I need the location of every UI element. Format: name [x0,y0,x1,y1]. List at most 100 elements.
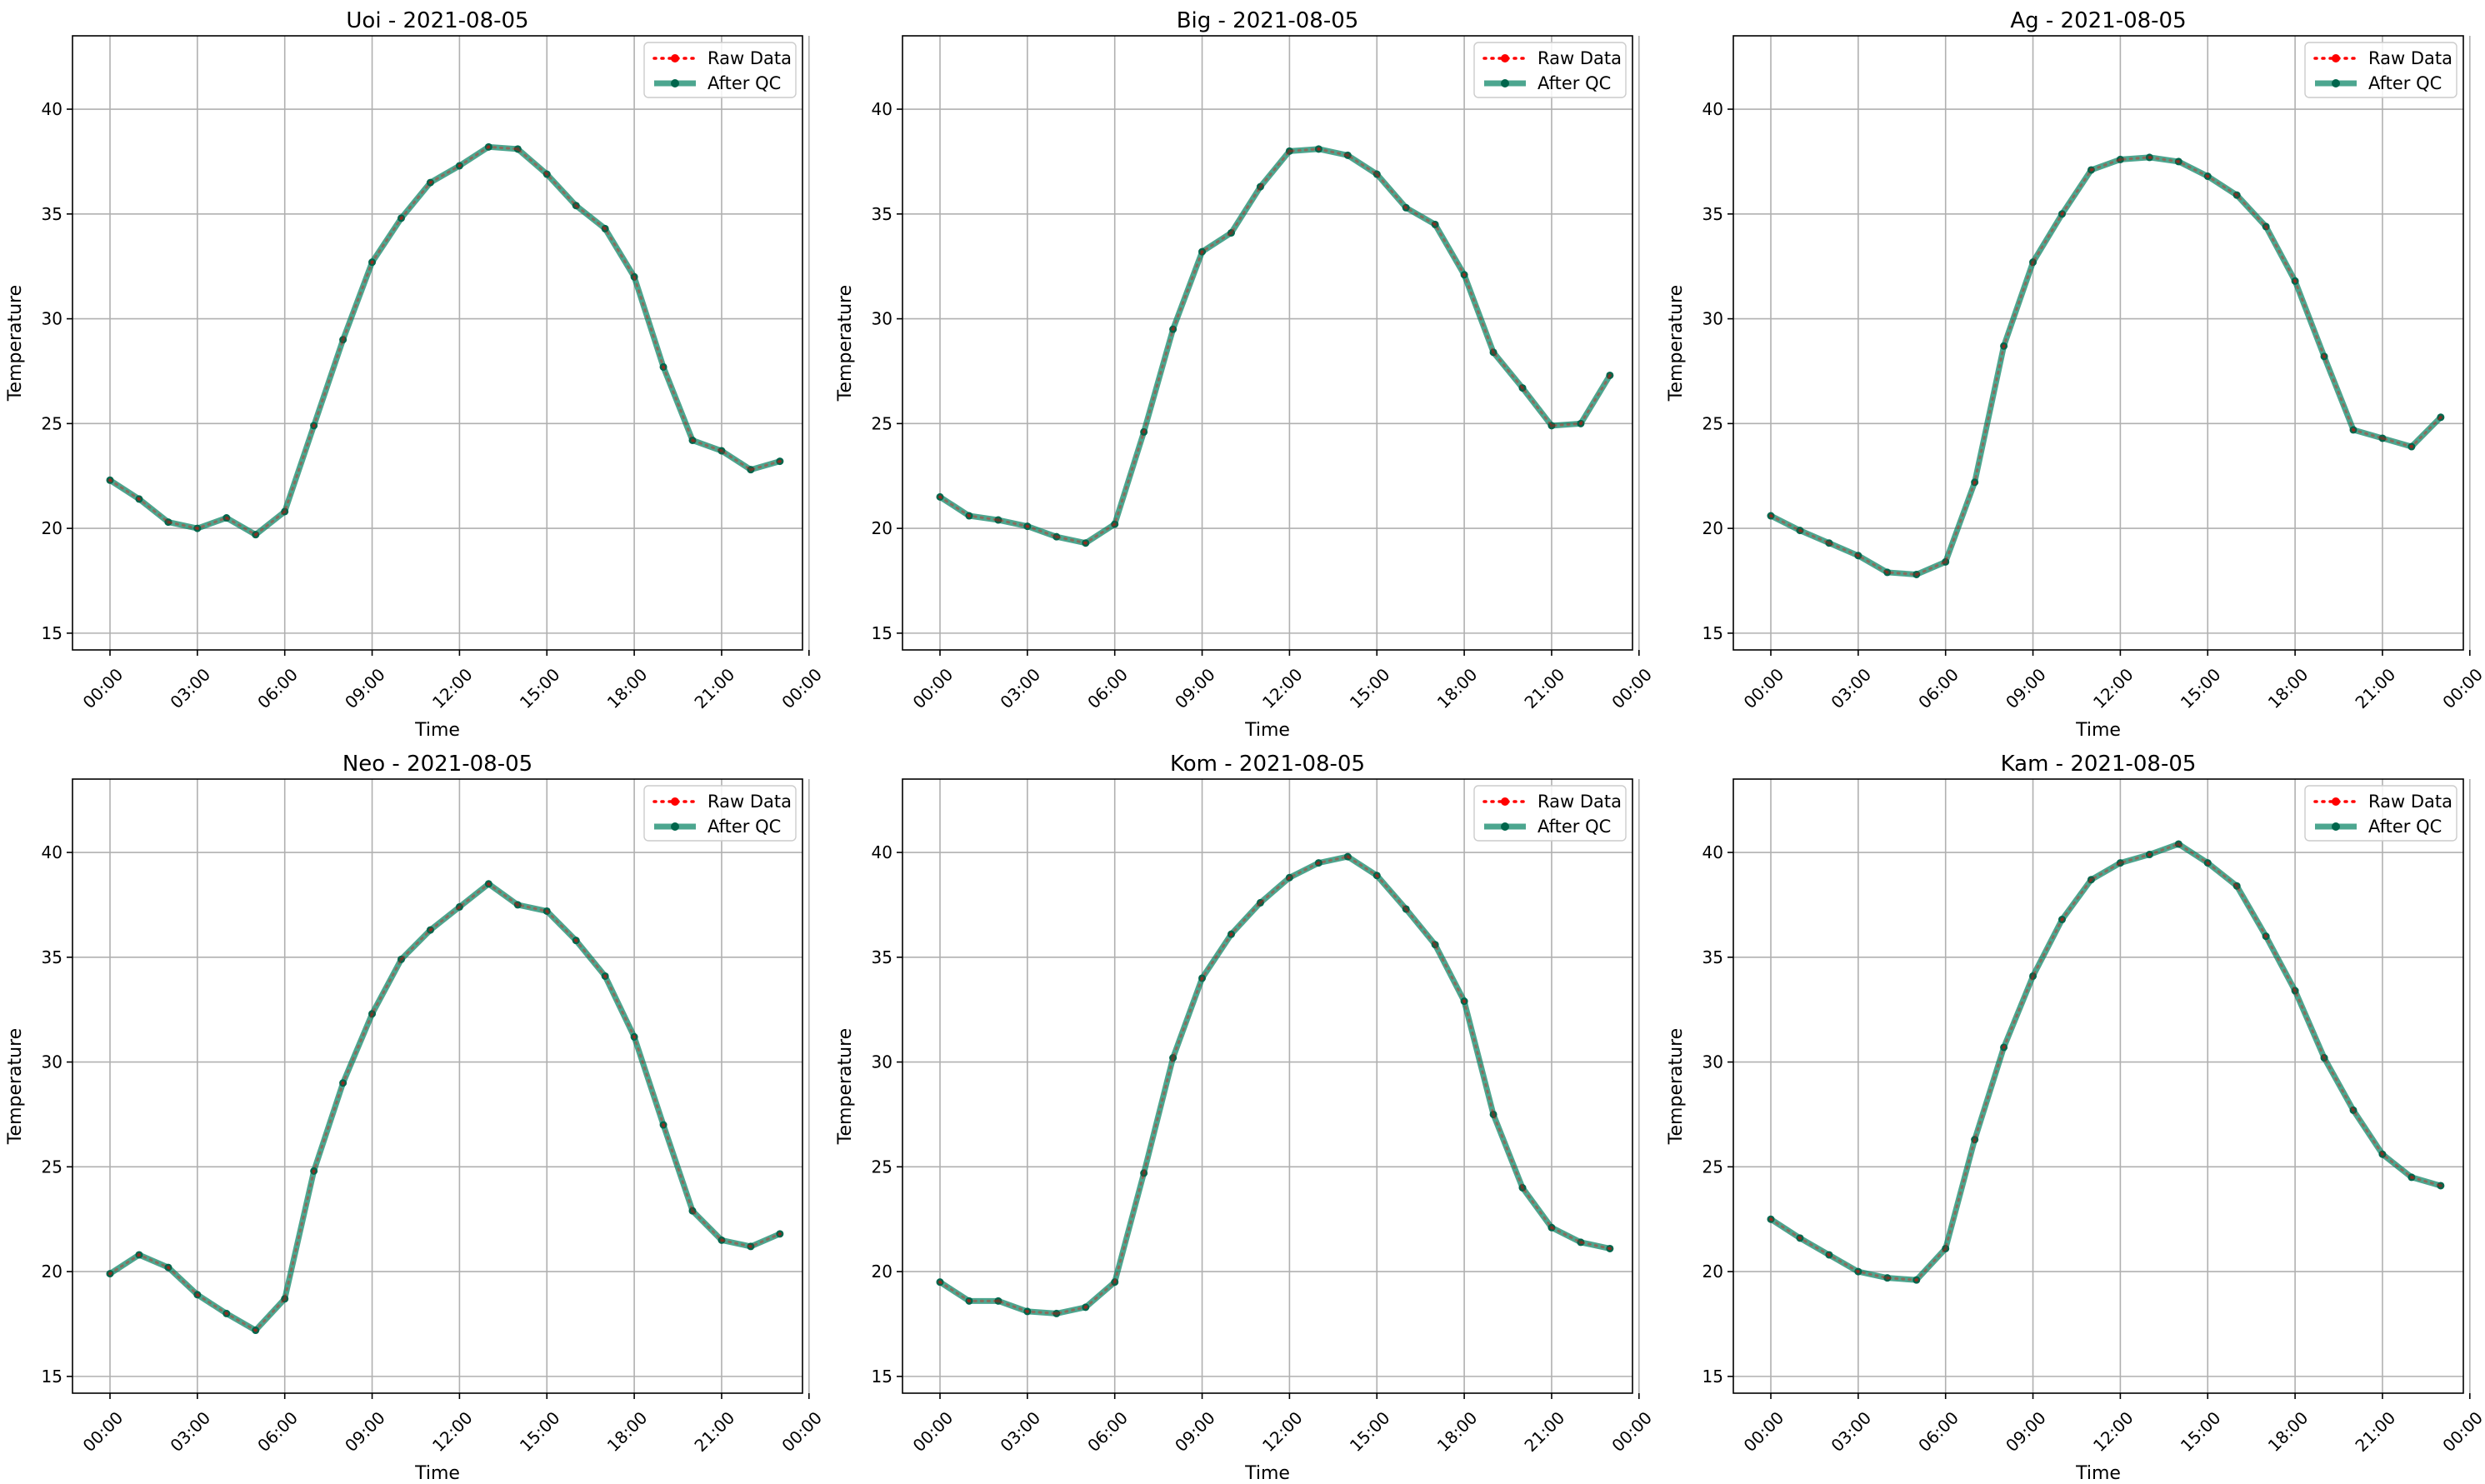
x-tick-label: 00:00 [1608,1407,1656,1456]
raw-data-point [1346,854,1350,859]
raw-data-point [1375,172,1379,177]
raw-data-point [1491,350,1496,355]
after-qc-point [1883,568,1892,577]
x-tick-label: 00:00 [909,664,958,712]
after-qc-point [1052,1309,1061,1317]
x-tick-label: 00:00 [79,664,128,712]
legend: Raw Data After QC [2304,42,2458,98]
raw-data-point [1914,1277,1918,1282]
raw-data-point [2409,444,2414,449]
x-tick-label: 03:00 [1827,1407,1875,1456]
after-qc-point [2437,413,2445,422]
x-tick-label: 21:00 [691,1407,739,1456]
x-tick-label: 00:00 [1740,1407,1788,1456]
raw-data-point [1432,222,1438,227]
raw-data-point [1520,1186,1525,1190]
raw-data-point [1768,1217,1773,1222]
y-tick-label: 15 [1702,623,1723,643]
raw-data-point [967,1299,972,1303]
legend-qc-label: After QC [708,817,781,837]
x-axis-label: Time [2075,1463,2121,1484]
after-qc-point [1518,384,1527,392]
y-axis-label: Temperature [1666,285,1687,402]
after-qc-point [2087,876,2095,884]
y-tick-label: 35 [872,947,892,967]
legend-qc-marker [2332,822,2340,831]
after-qc-point [630,272,638,281]
x-tick-label: 00:00 [778,664,826,712]
y-tick-label: 20 [1702,1262,1723,1282]
after-qc-point [1052,532,1061,541]
after-qc-point [1548,422,1556,430]
chart-title: Uoi - 2021-08-05 [346,8,528,33]
x-tick-label: 06:00 [1083,664,1132,712]
raw-data-point [370,260,374,264]
after-qc-point [1082,1303,1090,1312]
chart-title: Big - 2021-08-05 [1177,8,1359,33]
after-qc-point [164,1263,172,1272]
x-tick-label: 09:00 [1171,1407,1219,1456]
after-qc-point [2174,840,2182,848]
raw-data-point [1462,999,1467,1003]
after-qc-line [1768,841,2444,1283]
raw-data-point [1288,149,1292,153]
after-qc-point [2349,426,2358,434]
x-tick-label: 15:00 [1346,664,1394,712]
raw-data-point [2263,224,2268,229]
y-axis-label: Temperature [5,285,26,402]
series-raw-data [108,145,782,537]
x-tick-label: 03:00 [1827,664,1875,712]
after-qc-line [107,881,783,1334]
series-raw-data [108,882,782,1332]
raw-data-point [661,1122,666,1127]
legend-raw-marker [1501,797,1509,806]
x-tick-label: 18:00 [1433,664,1482,712]
x-axis-label: Time [414,720,460,741]
series-raw-data [1768,155,2443,577]
raw-data-point [1258,901,1262,905]
raw-data-point [1054,1312,1059,1316]
after-qc-point [2320,1054,2328,1062]
x-axis-label: Time [1244,720,1290,741]
raw-data-point [1083,1305,1088,1310]
after-qc-point [484,142,492,151]
chart-title: Kam - 2021-08-05 [2001,752,2197,777]
x-tick-label: 00:00 [909,1407,958,1456]
raw-data-point [1462,272,1467,277]
raw-data-point [2060,917,2064,922]
raw-data-point [1317,147,1321,152]
y-tick-label: 25 [872,1157,892,1177]
raw-data-point [2438,415,2443,419]
raw-data-point [2438,1183,2443,1188]
raw-data-point [2292,279,2298,283]
raw-data-point [1171,1056,1175,1060]
raw-data-point [2177,159,2181,164]
y-tick-label: 30 [872,1052,892,1072]
raw-data-point [1608,1247,1612,1251]
after-qc-point [1285,873,1293,882]
after-qc-point [2203,172,2212,181]
after-qc-point [1228,930,1235,938]
raw-data-point [1827,541,1832,545]
raw-data-point [690,438,695,442]
after-qc-point [368,258,377,267]
after-qc-point [2029,258,2038,267]
raw-data-point [1885,1276,1889,1280]
after-qc-point [1431,220,1439,228]
raw-data-point [458,163,462,168]
y-tick-label: 15 [42,1367,62,1387]
raw-data-point [602,974,608,978]
after-qc-point [106,476,114,484]
series-raw-data [938,147,1612,545]
after-qc-point [1606,1244,1614,1252]
after-qc-point [484,880,492,888]
raw-data-point [516,902,520,907]
after-qc-point [2349,1106,2358,1114]
legend-qc-marker [2332,79,2340,87]
legend-raw-label: Raw Data [1538,792,1622,812]
raw-data-point [1171,327,1175,332]
plot-frame [1732,778,2464,1394]
raw-data-point [938,495,942,499]
raw-data-point [166,520,171,524]
after-qc-point [688,1207,697,1215]
